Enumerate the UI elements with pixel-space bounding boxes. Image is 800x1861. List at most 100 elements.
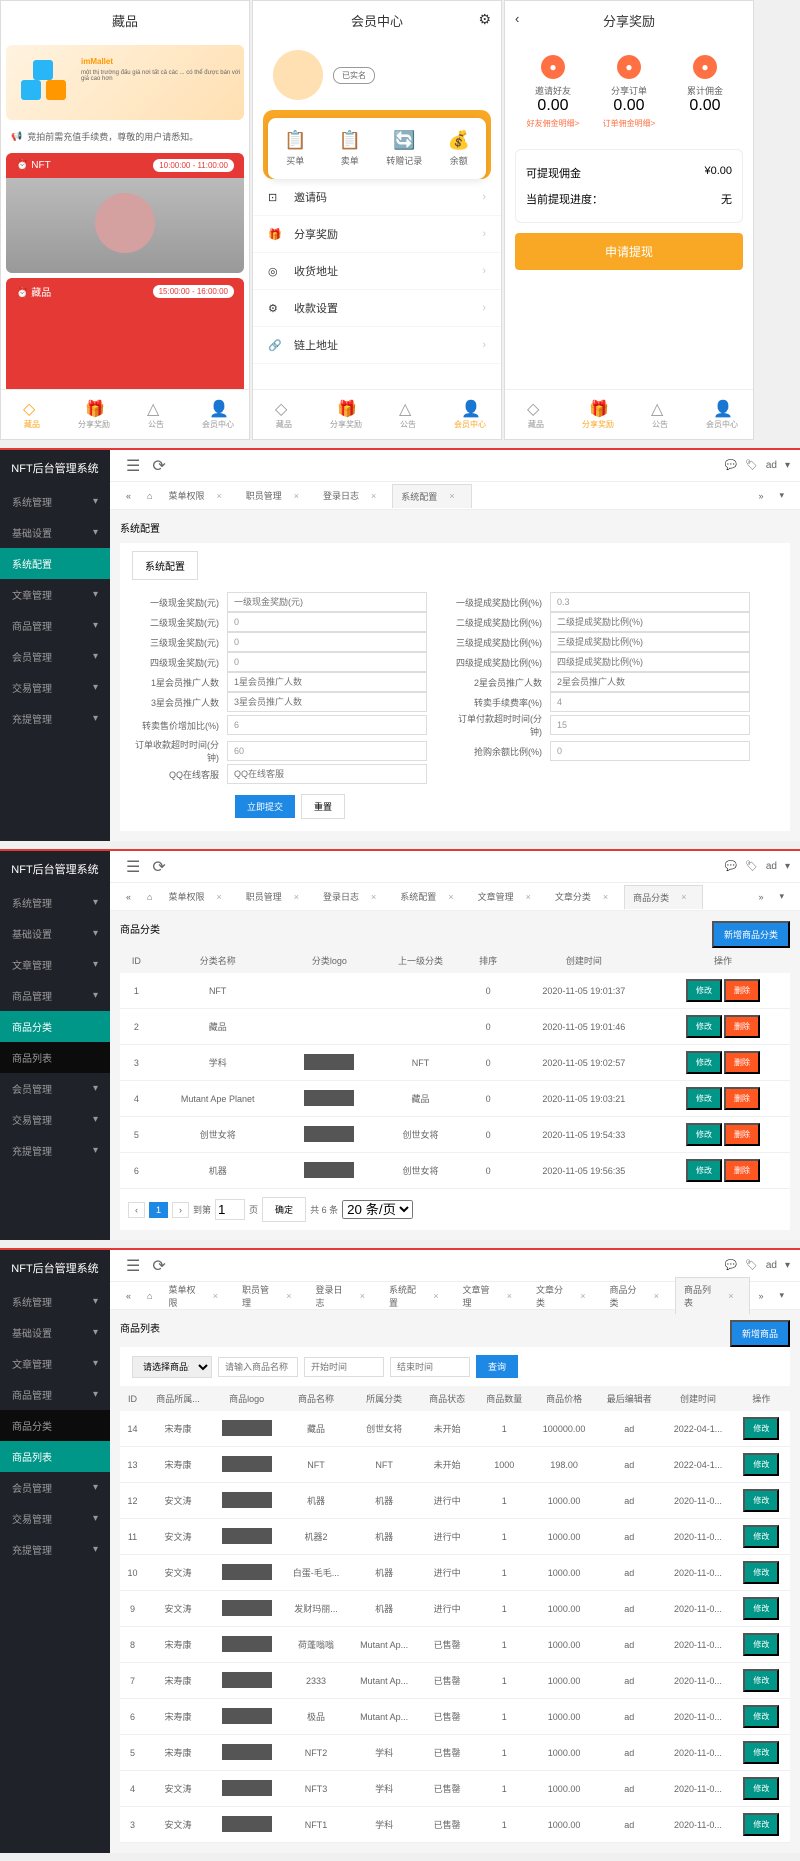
edit-button[interactable]: 修改 — [743, 1417, 779, 1440]
sidebar-item[interactable]: 系统管理▾ — [0, 1286, 110, 1317]
settings-icon[interactable]: ⚙ — [478, 11, 491, 28]
filter-name[interactable] — [218, 1357, 298, 1377]
form-input[interactable] — [227, 692, 427, 712]
tab-item[interactable]: 文章分类 × — [528, 1283, 602, 1309]
msg-icon[interactable]: 💬 — [725, 460, 737, 471]
sidebar-item[interactable]: 商品列表 — [0, 1042, 110, 1073]
tabs-next-icon[interactable]: » — [750, 491, 771, 501]
form-input[interactable] — [550, 741, 750, 761]
tabs-next-icon[interactable]: » — [750, 892, 771, 902]
tab-item[interactable]: 文章分类 × — [547, 890, 624, 903]
delete-button[interactable]: 删除 — [724, 979, 760, 1002]
grid-buy[interactable]: 📋买单 — [268, 118, 323, 179]
submit-button[interactable]: 立即提交 — [235, 795, 295, 818]
tab-item[interactable]: 登录日志 × — [307, 1283, 381, 1309]
tab-item[interactable]: 商品列表 × — [675, 1277, 751, 1314]
sidebar-item[interactable]: 系统管理▾ — [0, 887, 110, 918]
tab-item[interactable]: 文章管理 × — [470, 890, 547, 903]
sidebar-item[interactable]: 会员管理▾ — [0, 1472, 110, 1503]
form-input[interactable] — [227, 715, 427, 735]
tab-member[interactable]: 👤会员中心 — [691, 390, 753, 439]
edit-button[interactable]: 修改 — [686, 979, 722, 1002]
tabs-prev-icon[interactable]: « — [118, 491, 139, 501]
nft-card[interactable]: ⏰ NFT 10:00:00 - 11:00:00 已结束 — [6, 153, 244, 273]
tabs-prev-icon[interactable]: « — [118, 892, 139, 902]
sidebar-item[interactable]: 系统配置 — [0, 548, 110, 579]
sidebar-item[interactable]: 文章管理▾ — [0, 949, 110, 980]
banner[interactable]: imMallet một thị trường đấu giá nơi tất … — [6, 45, 244, 120]
avatar[interactable] — [273, 50, 323, 100]
menu-icon[interactable]: ☰ — [126, 1256, 140, 1276]
edit-button[interactable]: 修改 — [743, 1777, 779, 1800]
sidebar-item[interactable]: 文章管理▾ — [0, 579, 110, 610]
sidebar-item[interactable]: 商品管理▾ — [0, 610, 110, 641]
form-input[interactable] — [227, 741, 427, 761]
form-input[interactable] — [227, 612, 427, 632]
edit-button[interactable]: 修改 — [743, 1669, 779, 1692]
form-input[interactable] — [550, 632, 750, 652]
tab-notice[interactable]: △公告 — [125, 390, 187, 439]
refresh-icon[interactable]: ⟳ — [152, 857, 165, 877]
tab-item[interactable]: 登录日志 × — [315, 489, 392, 502]
grid-sell[interactable]: 📋卖单 — [323, 118, 378, 179]
refresh-icon[interactable]: ⟳ — [152, 456, 165, 476]
tab-item[interactable]: 菜单权限 × — [160, 1283, 234, 1309]
menu-item[interactable]: ⚙收款设置› — [253, 290, 501, 327]
tab-notice[interactable]: △公告 — [377, 390, 439, 439]
edit-button[interactable]: 修改 — [686, 1123, 722, 1146]
edit-button[interactable]: 修改 — [743, 1813, 779, 1836]
delete-button[interactable]: 删除 — [724, 1015, 760, 1038]
form-input[interactable] — [550, 612, 750, 632]
sidebar-item[interactable]: 交易管理▾ — [0, 1104, 110, 1135]
menu-icon[interactable]: ☰ — [126, 857, 140, 877]
sidebar-item[interactable]: 商品分类 — [0, 1410, 110, 1441]
tab-share[interactable]: 🎁分享奖励 — [63, 390, 125, 439]
tab-item[interactable]: 系统配置 × — [392, 890, 469, 903]
tab-member[interactable]: 👤会员中心 — [187, 390, 249, 439]
refresh-icon[interactable]: ⟳ — [152, 1256, 165, 1276]
form-input[interactable] — [550, 672, 750, 692]
menu-item[interactable]: 🎁分享奖励› — [253, 216, 501, 253]
sidebar-item[interactable]: 会员管理▾ — [0, 1073, 110, 1104]
tab-share[interactable]: 🎁分享奖励 — [315, 390, 377, 439]
tab-item[interactable]: 系统配置 × — [392, 484, 471, 508]
form-input[interactable] — [550, 652, 750, 672]
sidebar-item[interactable]: 商品管理▾ — [0, 980, 110, 1011]
home-icon[interactable]: ⌂ — [139, 892, 160, 902]
sidebar-item[interactable]: 商品管理▾ — [0, 1379, 110, 1410]
delete-button[interactable]: 删除 — [724, 1123, 760, 1146]
sidebar-item[interactable]: 商品分类 — [0, 1011, 110, 1042]
search-button[interactable]: 查询 — [476, 1355, 518, 1378]
form-input[interactable] — [550, 592, 750, 612]
tab-notice[interactable]: △公告 — [629, 390, 691, 439]
filter-start[interactable] — [304, 1357, 384, 1377]
edit-button[interactable]: 修改 — [743, 1705, 779, 1728]
tab-item[interactable]: 文章管理 × — [454, 1283, 528, 1309]
back-icon[interactable]: ‹ — [515, 11, 519, 26]
tag-icon[interactable]: 🏷 — [745, 1260, 758, 1271]
msg-icon[interactable]: 💬 — [725, 1260, 737, 1271]
tab-item[interactable]: 登录日志 × — [315, 890, 392, 903]
sidebar-item[interactable]: 交易管理▾ — [0, 1503, 110, 1534]
edit-button[interactable]: 修改 — [686, 1087, 722, 1110]
edit-button[interactable]: 修改 — [686, 1051, 722, 1074]
filter-category[interactable]: 请选择商品分类 — [132, 1356, 212, 1378]
tab-member[interactable]: 👤会员中心 — [439, 390, 501, 439]
edit-button[interactable]: 修改 — [743, 1489, 779, 1512]
edit-button[interactable]: 修改 — [743, 1525, 779, 1548]
form-input[interactable] — [227, 632, 427, 652]
menu-item[interactable]: ◎收货地址› — [253, 253, 501, 290]
edit-button[interactable]: 修改 — [686, 1159, 722, 1182]
menu-item[interactable]: ⊡邀请码› — [253, 179, 501, 216]
home-icon[interactable]: ⌂ — [139, 1291, 160, 1301]
tab-item[interactable]: 菜单权限 × — [160, 489, 237, 502]
tab-collection[interactable]: ◇藏品 — [505, 390, 567, 439]
withdraw-button[interactable]: 申请提现 — [515, 233, 743, 270]
tabs-next-icon[interactable]: » — [750, 1291, 771, 1301]
sidebar-item[interactable]: 充提管理▾ — [0, 1135, 110, 1166]
tab-item[interactable]: 职员管理 × — [234, 1283, 308, 1309]
form-input[interactable] — [550, 715, 750, 735]
edit-button[interactable]: 修改 — [686, 1015, 722, 1038]
msg-icon[interactable]: 💬 — [725, 861, 737, 872]
delete-button[interactable]: 删除 — [724, 1087, 760, 1110]
